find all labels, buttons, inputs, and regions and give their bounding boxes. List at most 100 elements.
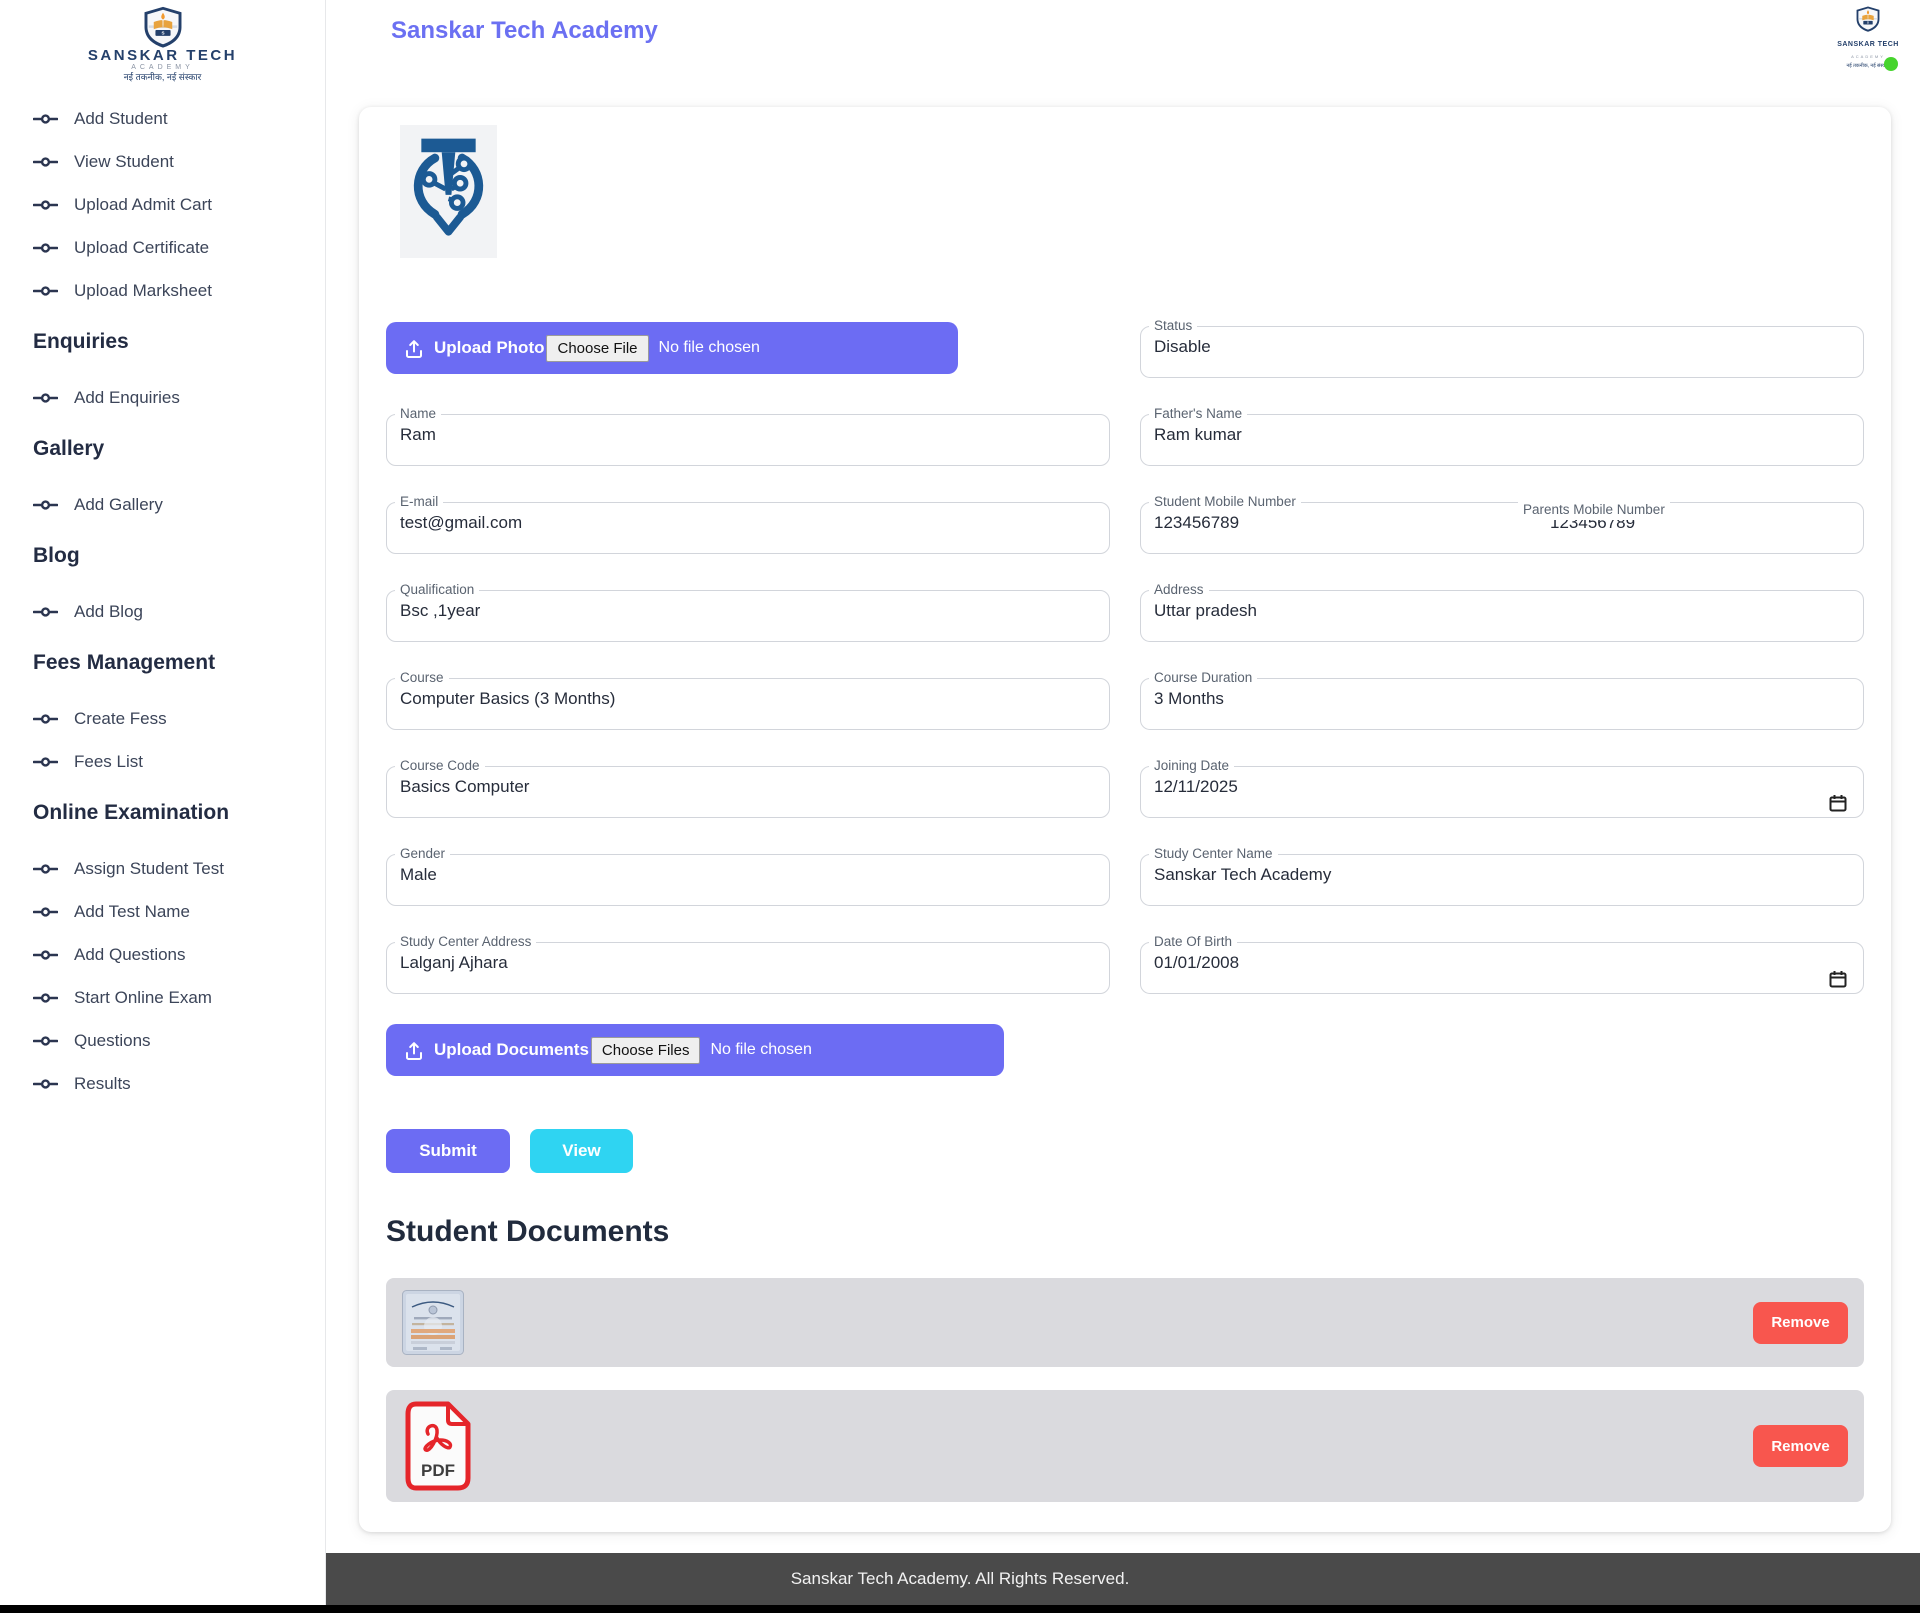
sidebar: SANSKAR TECH ACADEMY नई तकनीक, नई संस्का… <box>0 0 326 1605</box>
sidebar-logo: SANSKAR TECH ACADEMY नई तकनीक, नई संस्का… <box>0 0 325 83</box>
sidebar-item-add-student[interactable]: Add Student <box>0 97 325 140</box>
brand-name: SANSKAR TECH <box>1837 41 1899 48</box>
commit-icon <box>33 949 59 961</box>
qualification-input[interactable]: Bsc ,1year <box>400 601 481 620</box>
address-field: Address Uttar pradesh <box>1140 582 1864 642</box>
upload-photo-button[interactable]: Upload Photo Choose File No file chosen <box>386 322 958 374</box>
sidebar-heading-gallery: Gallery <box>33 437 105 460</box>
status-input[interactable]: Disable <box>1154 337 1211 356</box>
sidebar-heading-fees-management: Fees Management <box>33 651 216 674</box>
sidebar-item-add-gallery[interactable]: Add Gallery <box>0 483 325 526</box>
sidebar-item-label: Assign Student Test <box>74 858 224 878</box>
study-center-name-input[interactable]: Sanskar Tech Academy <box>1154 865 1332 884</box>
sidebar-item-add-test-name[interactable]: Add Test Name <box>0 890 325 933</box>
dob-field: Date Of Birth 01/01/2008 <box>1140 934 1864 994</box>
commit-icon <box>33 113 59 125</box>
student-documents-heading: Student Documents <box>386 1215 670 1248</box>
study-center-address-input[interactable]: Lalganj Ajhara <box>400 953 508 972</box>
sidebar-item-fees-list[interactable]: Fees List <box>0 740 325 783</box>
document-row: PDF Remove <box>386 1390 1864 1502</box>
sidebar-item-upload-certificate[interactable]: Upload Certificate <box>0 226 325 269</box>
brand-name: SANSKAR TECH <box>87 47 238 64</box>
remove-document-button[interactable]: Remove <box>1753 1301 1848 1344</box>
online-status-dot <box>1884 57 1898 71</box>
sidebar-item-results[interactable]: Results <box>0 1062 325 1105</box>
sidebar-item-label: Add Test Name <box>74 901 190 921</box>
email-input[interactable]: test@gmail.com <box>400 513 523 532</box>
commit-icon <box>33 156 59 168</box>
mobile-numbers-field: Student Mobile Number Parents Mobile Num… <box>1140 494 1864 554</box>
document-image-thumbnail <box>402 1290 464 1355</box>
sidebar-item-start-online-exam[interactable]: Start Online Exam <box>0 976 325 1019</box>
sidebar-item-upload-marksheet[interactable]: Upload Marksheet <box>0 269 325 312</box>
document-row: Remove <box>386 1278 1864 1367</box>
dob-input[interactable]: 01/01/2008 <box>1154 953 1240 972</box>
sidebar-item-upload-admit-cart[interactable]: Upload Admit Cart <box>0 183 325 226</box>
course-field: Course Computer Basics (3 Months) <box>386 670 1110 730</box>
profile-logo[interactable]: SANSKAR TECH ACADEMY नई तकनीक, नई संस्का… <box>1836 6 1900 72</box>
brand-tagline: नई तकनीक, नई संस्कार <box>123 72 202 82</box>
status-label: Status <box>1154 318 1193 333</box>
sidebar-item-create-fess[interactable]: Create Fess <box>0 697 325 740</box>
email-field: E-mail test@gmail.com <box>386 494 1110 554</box>
course-duration-input[interactable]: 3 Months <box>1154 689 1224 708</box>
sidebar-item-label: Add Questions <box>74 944 186 964</box>
commit-icon <box>33 606 59 618</box>
commit-icon <box>33 199 59 211</box>
sidebar-item-add-enquiries[interactable]: Add Enquiries <box>0 376 325 419</box>
course-duration-field: Course Duration 3 Months <box>1140 670 1864 730</box>
qualification-label: Qualification <box>400 582 475 597</box>
sidebar-item-assign-student-test[interactable]: Assign Student Test <box>0 847 325 890</box>
sidebar-nav: Add Student View Student Upload Admit Ca… <box>0 83 325 1105</box>
sidebar-heading-blog: Blog <box>33 544 80 567</box>
calendar-icon[interactable] <box>1829 794 1847 817</box>
calendar-icon[interactable] <box>1829 970 1847 993</box>
footer-text: Sanskar Tech Academy. All Rights Reserve… <box>790 1569 1130 1588</box>
upload-icon <box>404 1040 424 1060</box>
upload-documents-button[interactable]: Upload Documents Choose Files No file ch… <box>386 1024 1004 1076</box>
sidebar-item-label: Upload Admit Cart <box>74 194 212 214</box>
sidebar-item-view-student[interactable]: View Student <box>0 140 325 183</box>
course-code-input[interactable]: Basics Computer <box>400 777 530 796</box>
name-input[interactable]: Ram <box>400 425 436 444</box>
qualification-field: Qualification Bsc ,1year <box>386 582 1110 642</box>
pdf-file-icon: PDF <box>405 1401 471 1491</box>
name-label: Name <box>400 406 437 421</box>
commit-icon <box>33 713 59 725</box>
course-duration-label: Course Duration <box>1154 670 1253 685</box>
sidebar-item-label: Fees List <box>74 751 143 771</box>
upload-photo-label: Upload Photo <box>434 338 545 357</box>
address-input[interactable]: Uttar pradesh <box>1154 601 1257 620</box>
view-button[interactable]: View <box>530 1129 633 1173</box>
study-center-address-field: Study Center Address Lalganj Ajhara <box>386 934 1110 994</box>
form-actions: Submit View <box>386 1129 1864 1173</box>
commit-icon <box>33 392 59 404</box>
sidebar-item-add-questions[interactable]: Add Questions <box>0 933 325 976</box>
remove-document-button[interactable]: Remove <box>1753 1425 1848 1467</box>
sidebar-heading-online-examination: Online Examination <box>33 801 230 824</box>
father-name-input[interactable]: Ram kumar <box>1154 425 1242 444</box>
joining-date-input[interactable]: 12/11/2025 <box>1154 777 1238 796</box>
joining-date-field: Joining Date 12/11/2025 <box>1140 758 1864 818</box>
dob-label: Date Of Birth <box>1154 934 1233 949</box>
course-code-label: Course Code <box>400 758 480 773</box>
sidebar-item-questions[interactable]: Questions <box>0 1019 325 1062</box>
sidebar-item-label: Start Online Exam <box>74 987 212 1007</box>
course-input[interactable]: Computer Basics (3 Months) <box>400 689 616 708</box>
gender-input[interactable]: Male <box>400 865 437 884</box>
father-name-field: Father's Name Ram kumar <box>1140 406 1864 466</box>
sidebar-item-label: Upload Marksheet <box>74 280 212 300</box>
choose-file-button[interactable]: Choose File <box>546 334 649 362</box>
submit-button[interactable]: Submit <box>386 1129 510 1173</box>
student-form-card: Upload Photo Choose File No file chosen … <box>359 107 1891 1532</box>
commit-icon <box>33 863 59 875</box>
commit-icon <box>33 992 59 1004</box>
choose-files-button[interactable]: Choose Files <box>590 1036 701 1064</box>
student-mobile-input[interactable]: 123456789 <box>1154 513 1240 532</box>
commit-icon <box>33 756 59 768</box>
joining-date-label: Joining Date <box>1154 758 1230 773</box>
sidebar-item-add-blog[interactable]: Add Blog <box>0 590 325 633</box>
sidebar-item-label: Add Blog <box>74 601 143 621</box>
file-status-text: No file chosen <box>658 339 760 356</box>
name-field: Name Ram <box>386 406 1110 466</box>
